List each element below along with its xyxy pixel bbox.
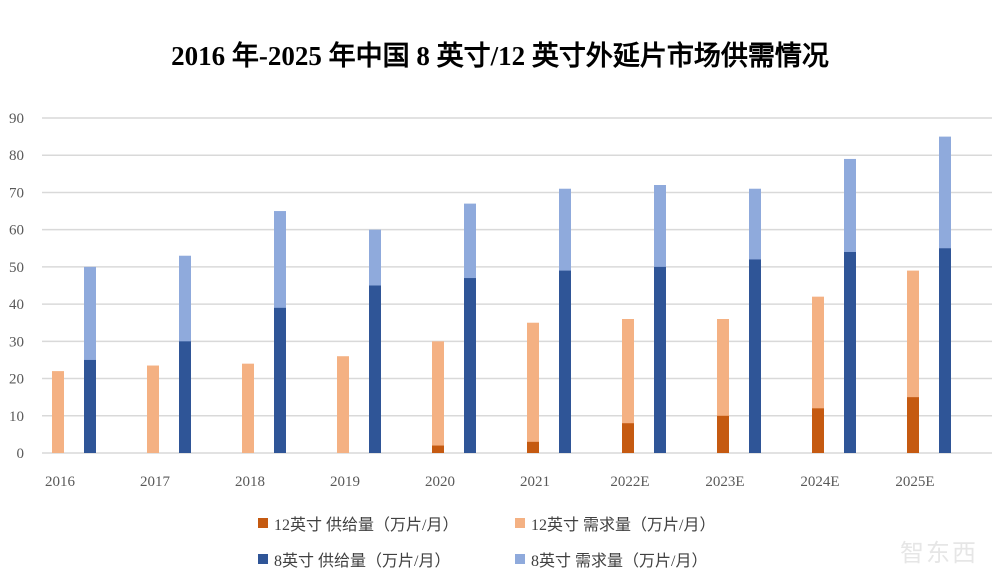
- bar: [844, 252, 856, 453]
- bar: [622, 319, 634, 453]
- bar: [179, 341, 191, 453]
- x-tick-label: 2017: [140, 474, 171, 490]
- bar: [939, 248, 951, 453]
- bar: [52, 371, 64, 453]
- legend-item-12-demand: 12英寸 需求量（万片/月）: [515, 511, 715, 535]
- legend-label: 12英寸 供给量（万片/月）: [274, 517, 459, 534]
- y-tick-label: 80: [9, 148, 24, 164]
- bar: [622, 423, 634, 453]
- y-tick-label: 50: [9, 260, 24, 276]
- bar: [907, 397, 919, 453]
- legend-label: 12英寸 需求量（万片/月）: [531, 517, 716, 534]
- y-tick-label: 90: [9, 111, 24, 127]
- bar: [337, 356, 349, 453]
- legend-swatch: [515, 554, 525, 564]
- bar: [242, 363, 254, 453]
- watermark-logo: 智东西: [900, 539, 978, 567]
- bar: [717, 415, 729, 453]
- bar: [812, 408, 824, 453]
- y-tick-label: 40: [9, 297, 24, 313]
- x-tick-label: 2018: [235, 474, 265, 490]
- legend-item-8-supply: 8英寸 供给量（万片/月）: [258, 547, 450, 571]
- bar: [369, 285, 381, 453]
- bar: [84, 359, 96, 453]
- legend-swatch: [515, 518, 525, 528]
- bar: [749, 259, 761, 453]
- bar: [527, 322, 539, 453]
- legend-item-8-demand: 8英寸 需求量（万片/月）: [515, 547, 707, 571]
- y-tick-label: 10: [9, 409, 24, 425]
- legend-swatch: [258, 554, 268, 564]
- y-tick-label: 60: [9, 223, 24, 239]
- bar: [432, 445, 444, 453]
- x-tick-label: 2020: [425, 474, 455, 490]
- bar: [274, 307, 286, 453]
- legend-label: 8英寸 供给量（万片/月）: [274, 553, 451, 570]
- y-tick-label: 20: [9, 372, 24, 388]
- legend-item-12-supply: 12英寸 供给量（万片/月）: [258, 511, 458, 535]
- bar: [527, 441, 539, 453]
- y-tick-label: 70: [9, 185, 24, 201]
- x-tick-label: 2021: [520, 474, 550, 490]
- x-tick-label: 2022E: [610, 474, 649, 490]
- x-tick-label: 2016: [45, 474, 76, 490]
- legend-label: 8英寸 需求量（万片/月）: [531, 553, 708, 570]
- bar: [432, 341, 444, 453]
- y-tick-label: 30: [9, 334, 24, 350]
- bar: [654, 266, 666, 453]
- bar: [147, 365, 159, 453]
- chart-title: 2016 年-2025 年中国 8 英寸/12 英寸外延片市场供需情况: [171, 41, 829, 71]
- bar: [559, 270, 571, 453]
- y-tick-label: 0: [17, 446, 25, 462]
- bar: [464, 278, 476, 453]
- x-tick-label: 2023E: [705, 474, 744, 490]
- legend-swatch: [258, 518, 268, 528]
- x-tick-label: 2024E: [800, 474, 839, 490]
- x-tick-label: 2025E: [895, 474, 934, 490]
- x-tick-label: 2019: [330, 474, 360, 490]
